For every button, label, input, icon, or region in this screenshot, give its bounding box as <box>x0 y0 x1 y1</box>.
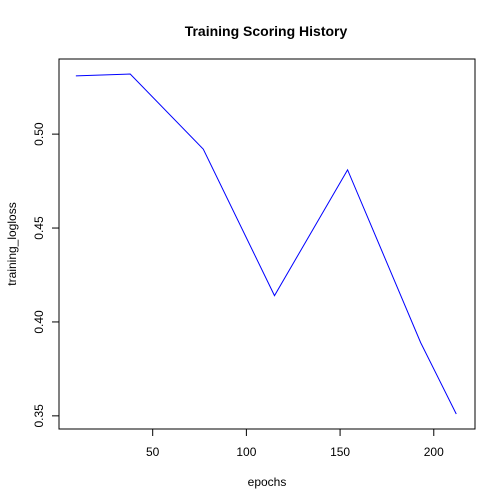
x-tick-label: 100 <box>236 445 256 459</box>
x-tick-label: 150 <box>330 445 350 459</box>
series-layer <box>76 74 456 414</box>
y-tick-label: 0.45 <box>32 216 46 240</box>
y-tick-label: 0.40 <box>32 310 46 334</box>
y-tick-label: 0.50 <box>32 122 46 146</box>
x-axis-label: epochs <box>248 475 287 489</box>
series-line <box>76 74 456 414</box>
plot-frame <box>59 59 475 429</box>
chart-title: Training Scoring History <box>185 23 348 39</box>
y-axis-label: training_logloss <box>5 202 19 285</box>
x-axis: 50 100 150 200 <box>146 429 444 459</box>
y-axis: 0.35 0.40 0.45 0.50 <box>32 122 59 427</box>
y-tick-label: 0.35 <box>32 404 46 428</box>
x-tick-label: 200 <box>424 445 444 459</box>
x-tick-label: 50 <box>146 445 160 459</box>
